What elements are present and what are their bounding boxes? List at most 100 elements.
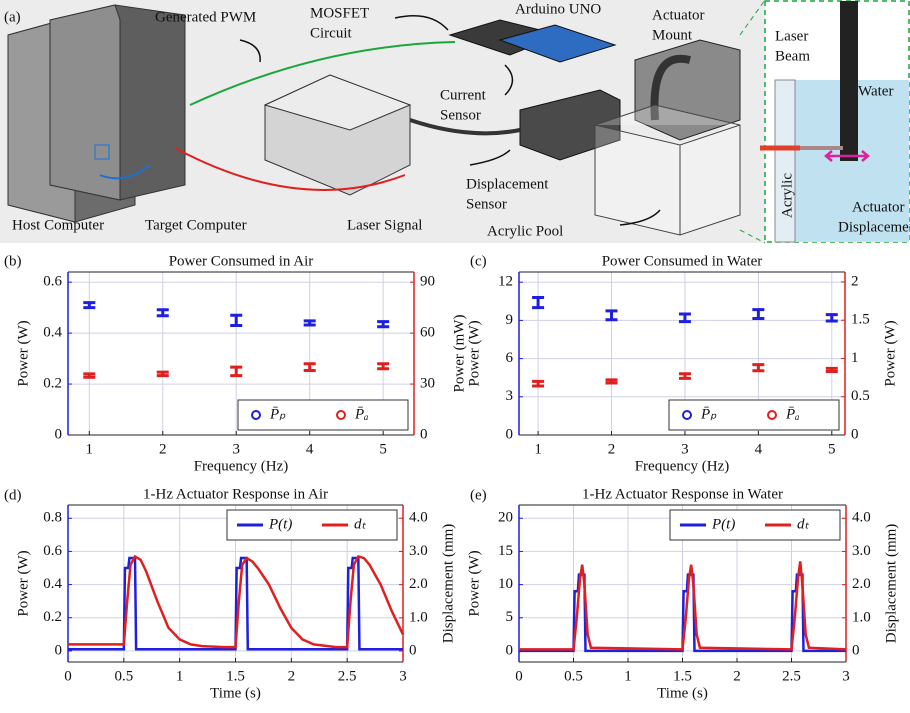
zoom-line xyxy=(739,0,766,244)
diagram-label: Sensor xyxy=(466,196,507,212)
x-tick-label: 2 xyxy=(608,441,616,457)
legend-label: P̄ₐ xyxy=(785,406,800,422)
chart-title: Power Consumed in Air xyxy=(169,253,314,269)
x-axis-label: Time (s) xyxy=(210,685,261,701)
y2-tick-label: 4.0 xyxy=(409,510,428,526)
y-tick-label: 0.2 xyxy=(43,609,62,625)
diagram-label: Arduino UNO xyxy=(515,1,601,17)
chart-title: 1-Hz Actuator Response in Air xyxy=(143,486,328,502)
y2-tick-label: 4.0 xyxy=(852,510,871,526)
diagram-label: Displacement xyxy=(466,176,549,192)
y-tick-label: 0.4 xyxy=(43,325,62,341)
diagram-label: Host Computer xyxy=(12,217,104,233)
line xyxy=(68,554,405,649)
error-bar xyxy=(230,365,243,378)
y2-axis-label: Displacement (mm) xyxy=(440,524,456,644)
pointer xyxy=(619,209,661,226)
diagram-label: Generated PWM xyxy=(155,9,256,25)
error-bar xyxy=(303,319,316,327)
y-tick-label: 9 xyxy=(506,312,514,328)
error-bar xyxy=(377,362,390,371)
y2-tick-label: 2.0 xyxy=(409,576,428,592)
x-tick-label: 3 xyxy=(681,441,689,457)
diagram xyxy=(0,0,910,244)
y2-tick-label: 60 xyxy=(420,325,435,341)
network-link xyxy=(99,164,151,180)
y2-tick-label: 1.0 xyxy=(852,609,871,625)
x-tick-label: 0 xyxy=(64,668,72,684)
panel-label: (c) xyxy=(470,253,487,269)
x-tick-label: 2 xyxy=(159,441,167,457)
y-tick-label: 0.6 xyxy=(43,274,62,290)
y-tick-label: 0 xyxy=(506,642,514,658)
pointer xyxy=(504,64,514,96)
legend-label: P(t) xyxy=(268,516,292,532)
diagram-label: Circuit xyxy=(310,25,352,41)
x-tick-label: 1 xyxy=(624,668,632,684)
error-bar xyxy=(605,378,618,385)
y-tick-label: 12 xyxy=(498,274,513,290)
y-tick-label: 0 xyxy=(55,642,63,658)
y-tick-label: 0.8 xyxy=(43,510,62,526)
pointer xyxy=(469,149,511,166)
y-tick-label: 0.2 xyxy=(43,376,62,392)
y2-tick-label: 0 xyxy=(851,426,859,442)
diagram-label: MOSFET xyxy=(310,5,369,21)
pwm-arrow xyxy=(189,41,456,106)
diagram-label: Laser xyxy=(775,28,808,44)
legend xyxy=(668,399,840,431)
diagram-label: Mount xyxy=(652,27,693,43)
error-bar xyxy=(377,320,390,329)
legend xyxy=(237,399,409,431)
x-tick-label: 5 xyxy=(379,441,387,457)
error-bar xyxy=(752,363,765,373)
x-tick-label: 2.5 xyxy=(782,668,801,684)
y2-tick-label: 1 xyxy=(851,350,859,366)
y2-tick-label: 3.0 xyxy=(409,543,428,559)
legend-label: dₜ xyxy=(797,516,810,532)
y2-tick-label: 90 xyxy=(420,274,435,290)
diagram-label: Sensor xyxy=(440,107,481,123)
diagram-label: Laser Signal xyxy=(347,217,422,233)
y-axis-label: Power (W) xyxy=(15,550,31,616)
x-tick-label: 1.5 xyxy=(673,668,692,684)
legend-symbol xyxy=(336,410,346,420)
panel-label: (b) xyxy=(4,253,22,269)
arduino-board xyxy=(498,24,617,63)
panel-label: (d) xyxy=(4,487,22,503)
error-bar xyxy=(752,308,765,320)
y-tick-label: 5 xyxy=(506,609,514,625)
legend-symbol xyxy=(251,410,261,420)
legend-label: P̄ₐ xyxy=(354,406,369,422)
laser-sensor-top xyxy=(263,74,412,131)
y-axis-label: Power (W) xyxy=(466,550,482,616)
error-bar xyxy=(156,370,169,378)
error-bar xyxy=(156,308,169,318)
diagram-label: Acrylic Pool xyxy=(487,223,563,239)
diagram-labels: Generated PWM MOSFET Circuit Arduino UNO Act… xyxy=(12,1,910,239)
panel-label: (a) xyxy=(4,9,21,25)
laser-signal-arrow xyxy=(174,147,406,191)
error-bar xyxy=(532,295,545,310)
y2-tick-label: 1.5 xyxy=(851,312,870,328)
error-bar xyxy=(605,309,618,322)
diagram-label: Displacement xyxy=(838,219,910,235)
y2-tick-label: 30 xyxy=(420,376,435,392)
y-tick-label: 6 xyxy=(506,350,514,366)
chart: 0 0.5 1 1.5 2 2.5 300.20.40.60.801.02.03.04.01… xyxy=(15,486,456,701)
x-tick-label: 4 xyxy=(306,441,314,457)
target-computer-side xyxy=(49,4,121,201)
legend-label: dₜ xyxy=(354,516,367,532)
x-axis-label: Frequency (Hz) xyxy=(194,458,289,474)
error-bar xyxy=(678,372,691,380)
y2-tick-label: 1.0 xyxy=(409,609,428,625)
cable xyxy=(409,118,521,136)
error-bar xyxy=(825,366,838,373)
x-tick-label: 3 xyxy=(399,668,407,684)
x-axis-label: Frequency (Hz) xyxy=(635,458,730,474)
diagram-label: Target Computer xyxy=(145,217,247,233)
network-icon xyxy=(94,144,110,160)
pointer xyxy=(394,15,449,31)
